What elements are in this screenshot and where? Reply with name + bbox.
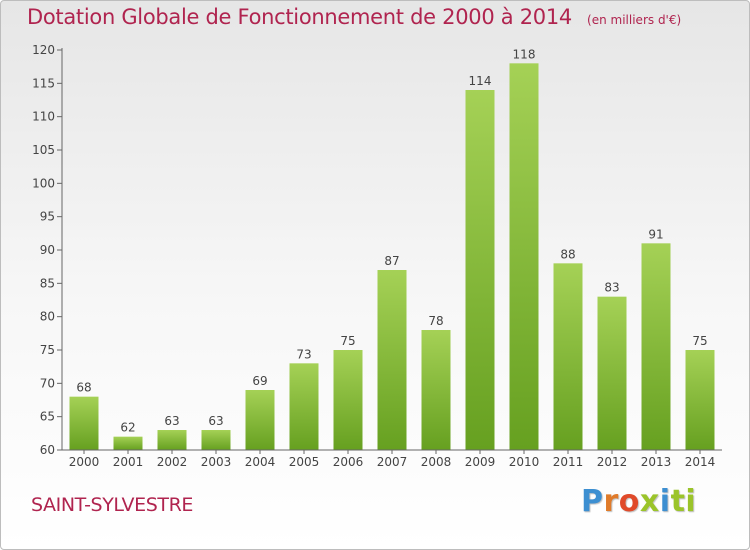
- logo-letter: o: [618, 484, 640, 519]
- y-tick-label: 120: [32, 43, 55, 57]
- logo-letter: t: [670, 484, 686, 519]
- bar-value-label: 78: [428, 314, 443, 328]
- x-tick-label: 2000: [69, 455, 100, 469]
- bar-value-label: 73: [296, 347, 311, 361]
- chart-title: Dotation Globale de Fonctionnement de 20…: [27, 5, 572, 29]
- y-tick-label: 65: [40, 410, 55, 424]
- bar-value-label: 63: [164, 414, 179, 428]
- logo-letter: x: [639, 484, 660, 519]
- y-tick-label: 70: [40, 376, 55, 390]
- x-tick-label: 2012: [597, 455, 628, 469]
- bar-value-label: 75: [340, 334, 355, 348]
- x-tick-label: 2003: [201, 455, 232, 469]
- logo-letter: i: [659, 484, 671, 519]
- x-tick-label: 2014: [685, 455, 716, 469]
- y-tick-label: 95: [40, 210, 55, 224]
- y-tick-label: 100: [32, 176, 55, 190]
- bar-2004: [245, 390, 275, 450]
- y-tick-label: 85: [40, 276, 55, 290]
- bar-2014: [685, 350, 715, 450]
- bar-2007: [377, 270, 407, 450]
- bar-value-label: 114: [469, 74, 492, 88]
- chart-unit: (en milliers d'€): [587, 13, 682, 27]
- proxiti-logo: Proxiti: [581, 484, 696, 519]
- bar-value-label: 63: [208, 414, 223, 428]
- x-tick-label: 2005: [289, 455, 320, 469]
- bar-2005: [289, 363, 319, 450]
- logo-letter: i: [685, 484, 697, 519]
- x-tick-label: 2006: [333, 455, 364, 469]
- bars-group: 68 62 63 63 69 73 75 87 78 114 118 88 83 91 75: [69, 47, 715, 450]
- bar-value-label: 87: [384, 254, 399, 268]
- bar-value-label: 75: [692, 334, 707, 348]
- bar-2010: [509, 63, 539, 450]
- bar-2002: [157, 430, 187, 450]
- y-tick-label: 80: [40, 310, 55, 324]
- y-tick-label: 75: [40, 343, 55, 357]
- x-tick-label: 2011: [553, 455, 584, 469]
- x-tick-label: 2001: [113, 455, 144, 469]
- y-tick-label: 90: [40, 243, 55, 257]
- bar-2013: [641, 243, 671, 450]
- bar-value-label: 118: [513, 47, 536, 61]
- bar-2006: [333, 350, 363, 450]
- x-tick-label: 2010: [509, 455, 540, 469]
- bar-2011: [553, 263, 583, 450]
- bar-value-label: 68: [76, 381, 91, 395]
- y-tick-label: 115: [32, 76, 55, 90]
- bar-value-label: 83: [604, 281, 619, 295]
- bar-value-label: 88: [560, 247, 575, 261]
- logo-letter: r: [603, 484, 619, 519]
- x-tick-label: 2008: [421, 455, 452, 469]
- y-tick-label: 60: [40, 443, 55, 457]
- bar-value-label: 62: [120, 421, 135, 435]
- y-tick-label: 105: [32, 143, 55, 157]
- bar-2009: [465, 90, 495, 450]
- x-tick-label: 2004: [245, 455, 276, 469]
- bar-2001: [113, 436, 143, 450]
- y-axis: 60 65 70 75 80 85 90 95 100 105 110 115 120: [32, 43, 63, 457]
- x-tick-label: 2007: [377, 455, 408, 469]
- logo-letter: P: [581, 484, 604, 519]
- commune-name: SAINT-SYLVESTRE: [31, 494, 193, 516]
- title-row: Dotation Globale de Fonctionnement de 20…: [27, 5, 681, 29]
- y-tick-label: 110: [32, 110, 55, 124]
- bar-2000: [69, 396, 99, 450]
- x-tick-label: 2009: [465, 455, 496, 469]
- bar-2012: [597, 296, 627, 450]
- x-axis: 2000 2001 2002 2003 2004 2005 2006 2007 2008 2009…: [62, 449, 722, 469]
- bar-2008: [421, 330, 451, 450]
- bar-value-label: 91: [648, 227, 663, 241]
- x-tick-label: 2002: [157, 455, 188, 469]
- bar-2003: [201, 430, 231, 450]
- bar-value-label: 69: [252, 374, 267, 388]
- x-tick-label: 2013: [641, 455, 672, 469]
